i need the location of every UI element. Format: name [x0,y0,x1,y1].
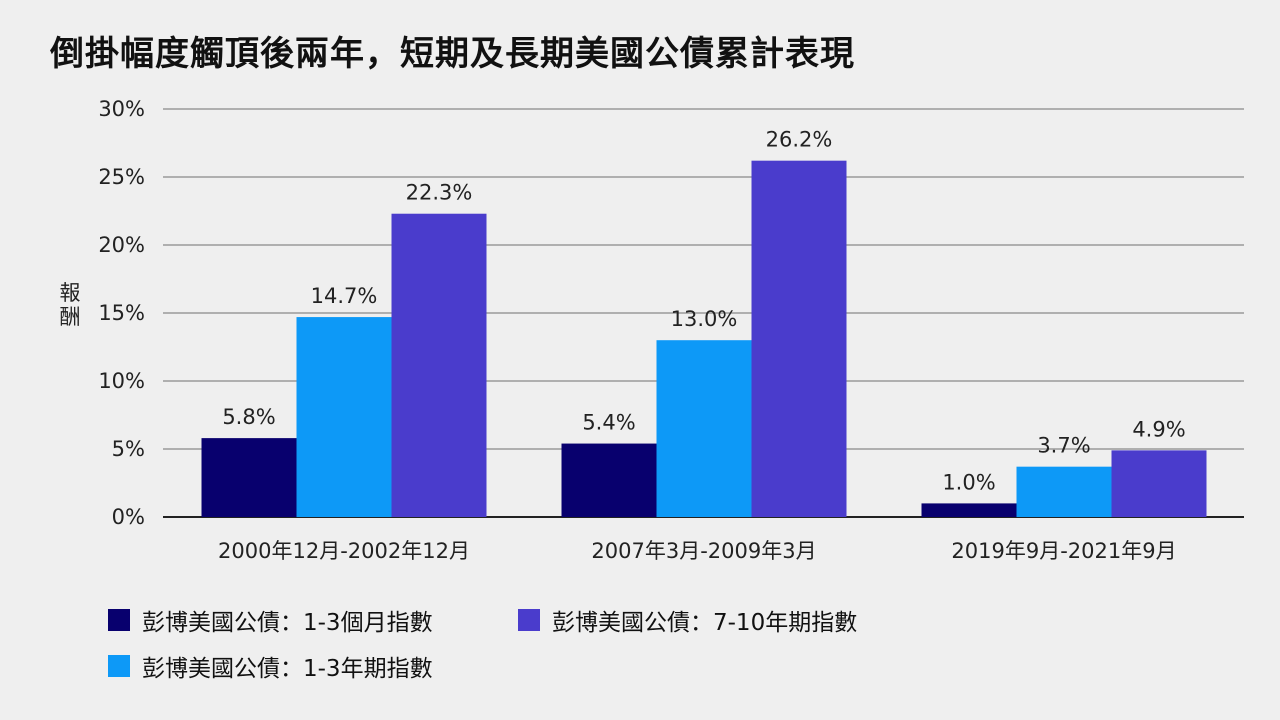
bar [751,160,847,517]
bar [201,438,297,517]
data-label: 14.7% [311,284,378,308]
y-tick-label: 30% [98,97,145,121]
legend-swatch-7-10-year [518,609,540,631]
legend-label-7-10-year: 彭博美國公債：7-10年期指數 [552,610,858,636]
data-label: 3.7% [1037,434,1090,458]
data-label: 4.9% [1132,417,1185,441]
bar [391,213,487,517]
legend-label-1-3-month: 彭博美國公債：1-3個月指數 [142,610,433,636]
y-tick-label: 20% [98,233,145,257]
legend-swatch-1-3-month [108,609,130,631]
x-category-label: 2019年9月-2021年9月 [951,539,1176,563]
y-tick-label: 15% [98,301,145,325]
bar [656,340,752,517]
legend-swatch-1-3-year [108,655,130,677]
y-axis-label: 報酬 [60,281,81,329]
bar [921,503,1017,517]
bar [1016,466,1112,517]
y-tick-label: 10% [98,369,145,393]
data-label: 26.2% [766,128,833,152]
legend-item-7-10-year: 彭博美國公債：7-10年期指數 [518,603,857,637]
legend-label-1-3-year: 彭博美國公債：1-3年期指數 [142,656,433,682]
legend-item-1-3-month: 彭博美國公債：1-3個月指數 [108,603,433,637]
data-label: 22.3% [406,181,473,205]
y-axis-label-char: 報 [60,281,81,305]
data-label: 13.0% [671,307,738,331]
bar [561,443,657,517]
data-label: 1.0% [942,470,995,494]
y-tick-label: 5% [112,437,145,461]
data-label: 5.8% [222,405,275,429]
data-label: 5.4% [582,411,635,435]
x-category-label: 2007年3月-2009年3月 [591,539,816,563]
y-tick-label: 25% [98,165,145,189]
x-category-label: 2000年12月-2002年12月 [218,539,470,563]
bar [1111,450,1207,517]
bar [296,317,392,517]
legend-item-1-3-year: 彭博美國公債：1-3年期指數 [108,649,433,683]
y-axis-label-char: 酬 [60,305,81,329]
chart-title: 倒掛幅度觸頂後兩年，短期及長期美國公債累計表現 [50,34,855,74]
y-tick-label: 0% [112,505,145,529]
